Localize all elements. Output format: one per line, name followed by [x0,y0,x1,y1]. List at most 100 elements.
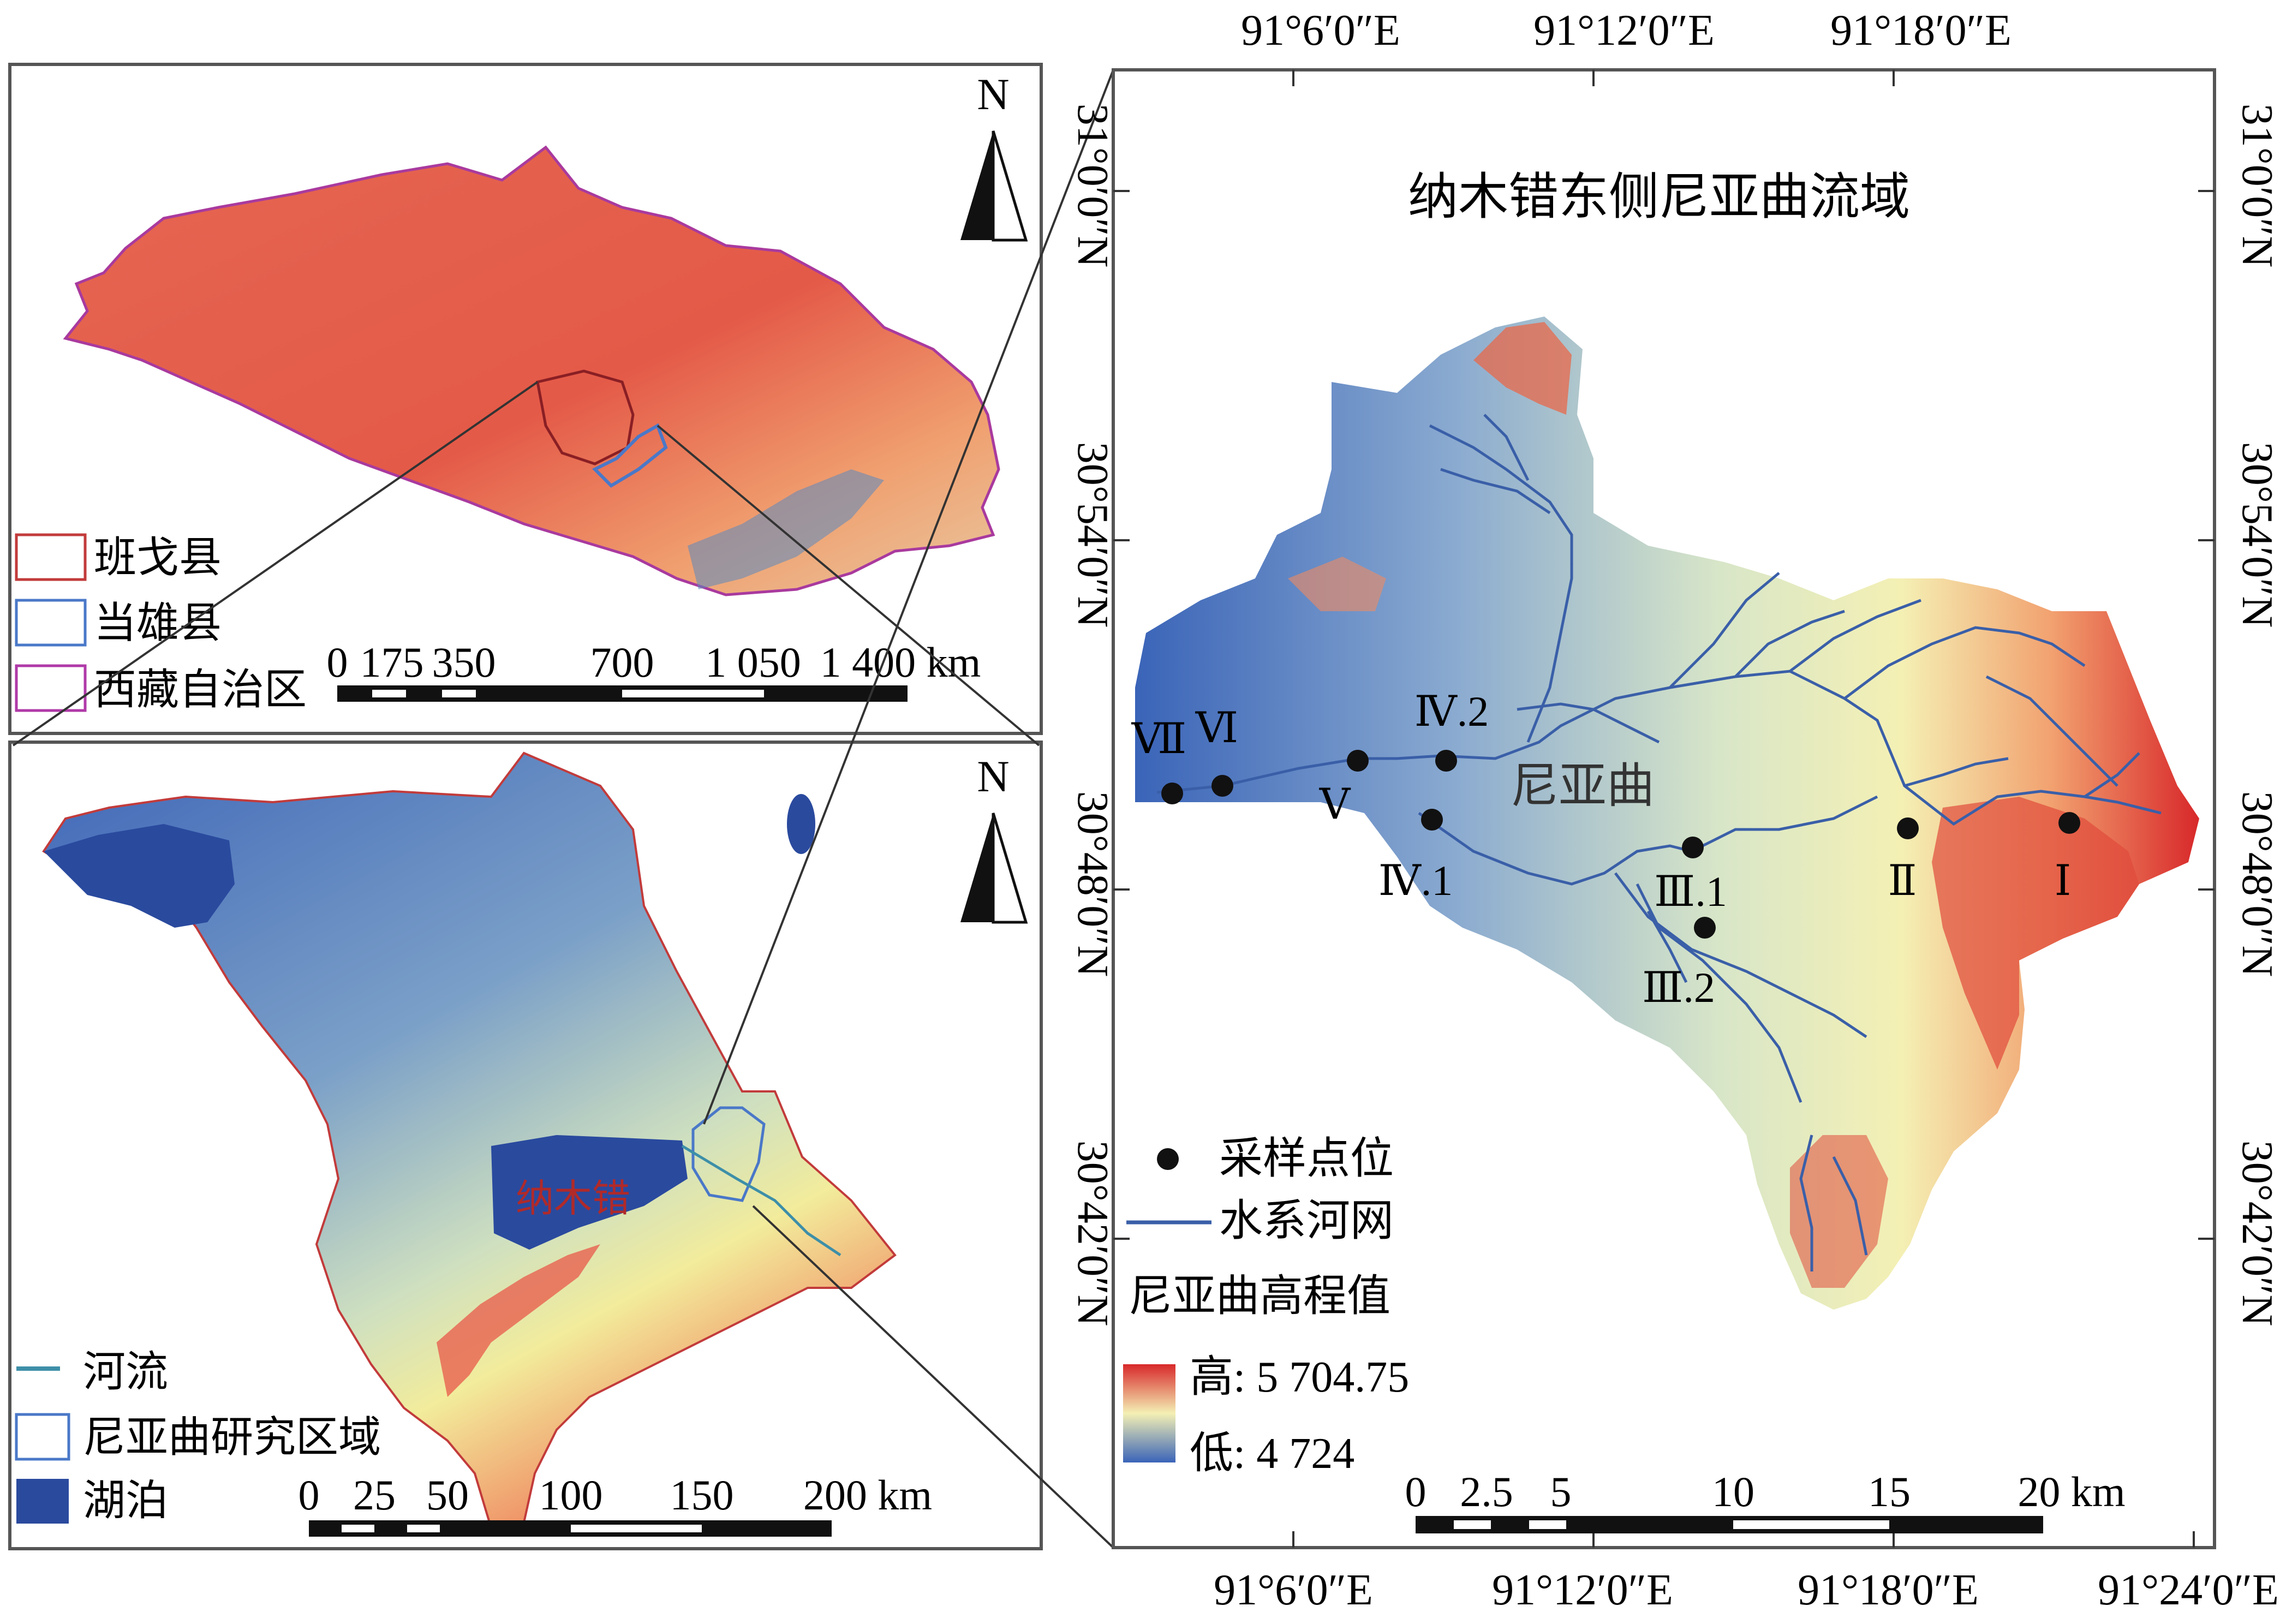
legend-low-label: 低: 4 724 [1190,1430,1354,1478]
svg-text:2.5: 2.5 [1460,1468,1513,1515]
legend-label-river: 河流 [83,1348,168,1395]
svg-text:350: 350 [432,638,496,686]
sample-point-I [2058,812,2080,834]
sample-point-III-2 [1694,917,1716,939]
svg-text:91°12′0″E: 91°12′0″E [1533,7,1715,55]
svg-text:50: 50 [426,1471,469,1519]
svg-text:30°42′0″N: 30°42′0″N [1069,1141,1117,1327]
tibet-region-shape [63,145,1000,596]
north-arrow: N [960,69,1028,242]
svg-text:200 km: 200 km [803,1471,932,1519]
legend-swatch-damxung [15,599,87,647]
svg-text:150: 150 [670,1471,734,1519]
sample-point-V [1347,750,1369,772]
legend-sample-marker [1157,1148,1179,1170]
legend-swatch-tibet [15,664,87,712]
basin-high-peak-north [1473,322,1572,415]
tibet-legend: 班戈县 当雄县 西藏自治区 [15,533,307,713]
county-scale-bar: 0 25 50 100 150 200 km [299,1471,932,1537]
legend-river-label: 水系河网 [1219,1197,1394,1245]
tibet-scale-bar: 0 175 350 700 1 050 1 400 km [327,638,981,702]
sample-label-II: Ⅱ [1888,857,1917,904]
legend-label-tibet: 西藏自治区 [94,666,307,713]
sample-label-III-2: Ⅲ.2 [1642,964,1715,1011]
svg-text:175: 175 [360,638,424,686]
county-north-arrow: N [960,751,1028,924]
legend-swatch-lake [16,1479,69,1524]
sample-label-VII: Ⅶ [1131,715,1187,762]
sample-label-III-1: Ⅲ.1 [1654,868,1727,915]
svg-text:30°42′0″N: 30°42′0″N [2233,1141,2281,1327]
namco-lake-shape [491,1135,688,1250]
svg-text:91°6′0″E: 91°6′0″E [1241,7,1400,55]
legend-high-label: 高: 5 704.75 [1190,1353,1409,1401]
svg-text:0: 0 [327,638,348,686]
svg-text:25: 25 [353,1471,396,1519]
county-northwest-lake [44,824,235,928]
svg-text:91°18′0″E: 91°18′0″E [1798,1566,1979,1614]
sampling-point-markers [1161,750,2080,939]
county-north-label: N [977,751,1009,801]
svg-text:15: 15 [1868,1468,1911,1515]
legend-elevation-title: 尼亚曲高程值 [1129,1273,1390,1321]
svg-text:0: 0 [1405,1468,1426,1515]
damxung-county-outline [592,423,668,488]
basin-high-west-ridge [1288,557,1386,611]
legend-swatch-study-area [15,1413,70,1461]
svg-text:0: 0 [299,1471,320,1519]
legend-label-study-area: 尼亚曲研究区域 [83,1413,381,1461]
zoom-connectors [12,69,1114,1549]
study-area-outline [691,1106,766,1202]
basin-high-south-tip [1790,1135,1888,1288]
sample-label-VI: Ⅵ [1195,704,1238,751]
svg-text:30°54′0″N: 30°54′0″N [2233,442,2281,628]
sample-label-IV-1: Ⅳ.1 [1378,857,1453,904]
sample-label-V: Ⅴ [1319,780,1351,828]
legend-label-bange: 班戈县 [94,534,222,581]
sample-point-IV-1 [1421,809,1443,831]
main-river-path [1156,670,2162,826]
svg-text:91°24′0″E: 91°24′0″E [2098,1566,2279,1614]
bottom-longitude-labels: 91°6′0″E 91°12′0″E 91°18′0″E 91°24′0″E [1214,1566,2279,1614]
sample-point-II [1897,817,1919,839]
legend-label-damxung: 当雄县 [94,599,222,647]
legend-elevation-ramp [1123,1364,1175,1462]
north-arrow-icon [960,131,993,240]
svg-text:91°6′0″E: 91°6′0″E [1214,1566,1373,1614]
river-name-label: 尼亚曲 [1511,760,1655,813]
svg-text:91°12′0″E: 91°12′0″E [1492,1566,1673,1614]
svg-text:91°18′0″E: 91°18′0″E [1830,7,2012,55]
svg-text:1 400 km: 1 400 km [820,638,981,686]
svg-text:20 km: 20 km [2018,1468,2125,1515]
county-northeast-lake [787,794,815,854]
legend-swatch-bange [15,533,87,581]
sample-point-III-1 [1682,837,1704,858]
graticule-ticks [1113,70,2215,1548]
sample-point-IV-2 [1435,750,1457,772]
svg-text:30°48′0″N: 30°48′0″N [1069,791,1117,977]
county-mountain-band [437,1244,600,1397]
svg-text:5: 5 [1550,1468,1572,1515]
sample-label-I: Ⅰ [2055,857,2072,904]
svg-text:700: 700 [590,638,654,686]
legend-label-lake: 湖泊 [83,1477,168,1524]
sampling-point-labels: Ⅰ Ⅱ Ⅲ.1 Ⅲ.2 Ⅳ.1 Ⅳ.2 Ⅴ Ⅵ Ⅶ [1131,688,2072,1011]
svg-text:1 050: 1 050 [705,638,801,686]
top-longitude-labels: 91°6′0″E 91°12′0″E 91°18′0″E [1241,7,2012,55]
basin-high-south [1932,797,2139,1070]
svg-text:31°0′0″N: 31°0′0″N [1069,104,1117,268]
sample-point-VI [1211,775,1233,797]
basin-title: 纳木错东侧尼亚曲流域 [1408,169,1910,225]
svg-text:30°48′0″N: 30°48′0″N [2233,791,2281,977]
svg-text:100: 100 [539,1471,603,1519]
tibet-blue-lowland [688,469,884,589]
basin-legend: 采样点位 水系河网 尼亚曲高程值 高: 5 704.75 低: 4 724 [1123,1135,1409,1478]
tibet-panel: N 班戈县 当雄县 西藏自治区 0 175 350 700 1 050 1 40… [8,63,1043,735]
county-legend: 河流 尼亚曲研究区域 湖泊 [15,1348,381,1524]
legend-sample-label: 采样点位 [1219,1135,1394,1183]
sample-label-IV-2: Ⅳ.2 [1414,688,1489,735]
county-north-arrow-icon [960,813,993,922]
basin-elevation-shape [1135,317,2199,1310]
north-label: N [977,69,1009,119]
